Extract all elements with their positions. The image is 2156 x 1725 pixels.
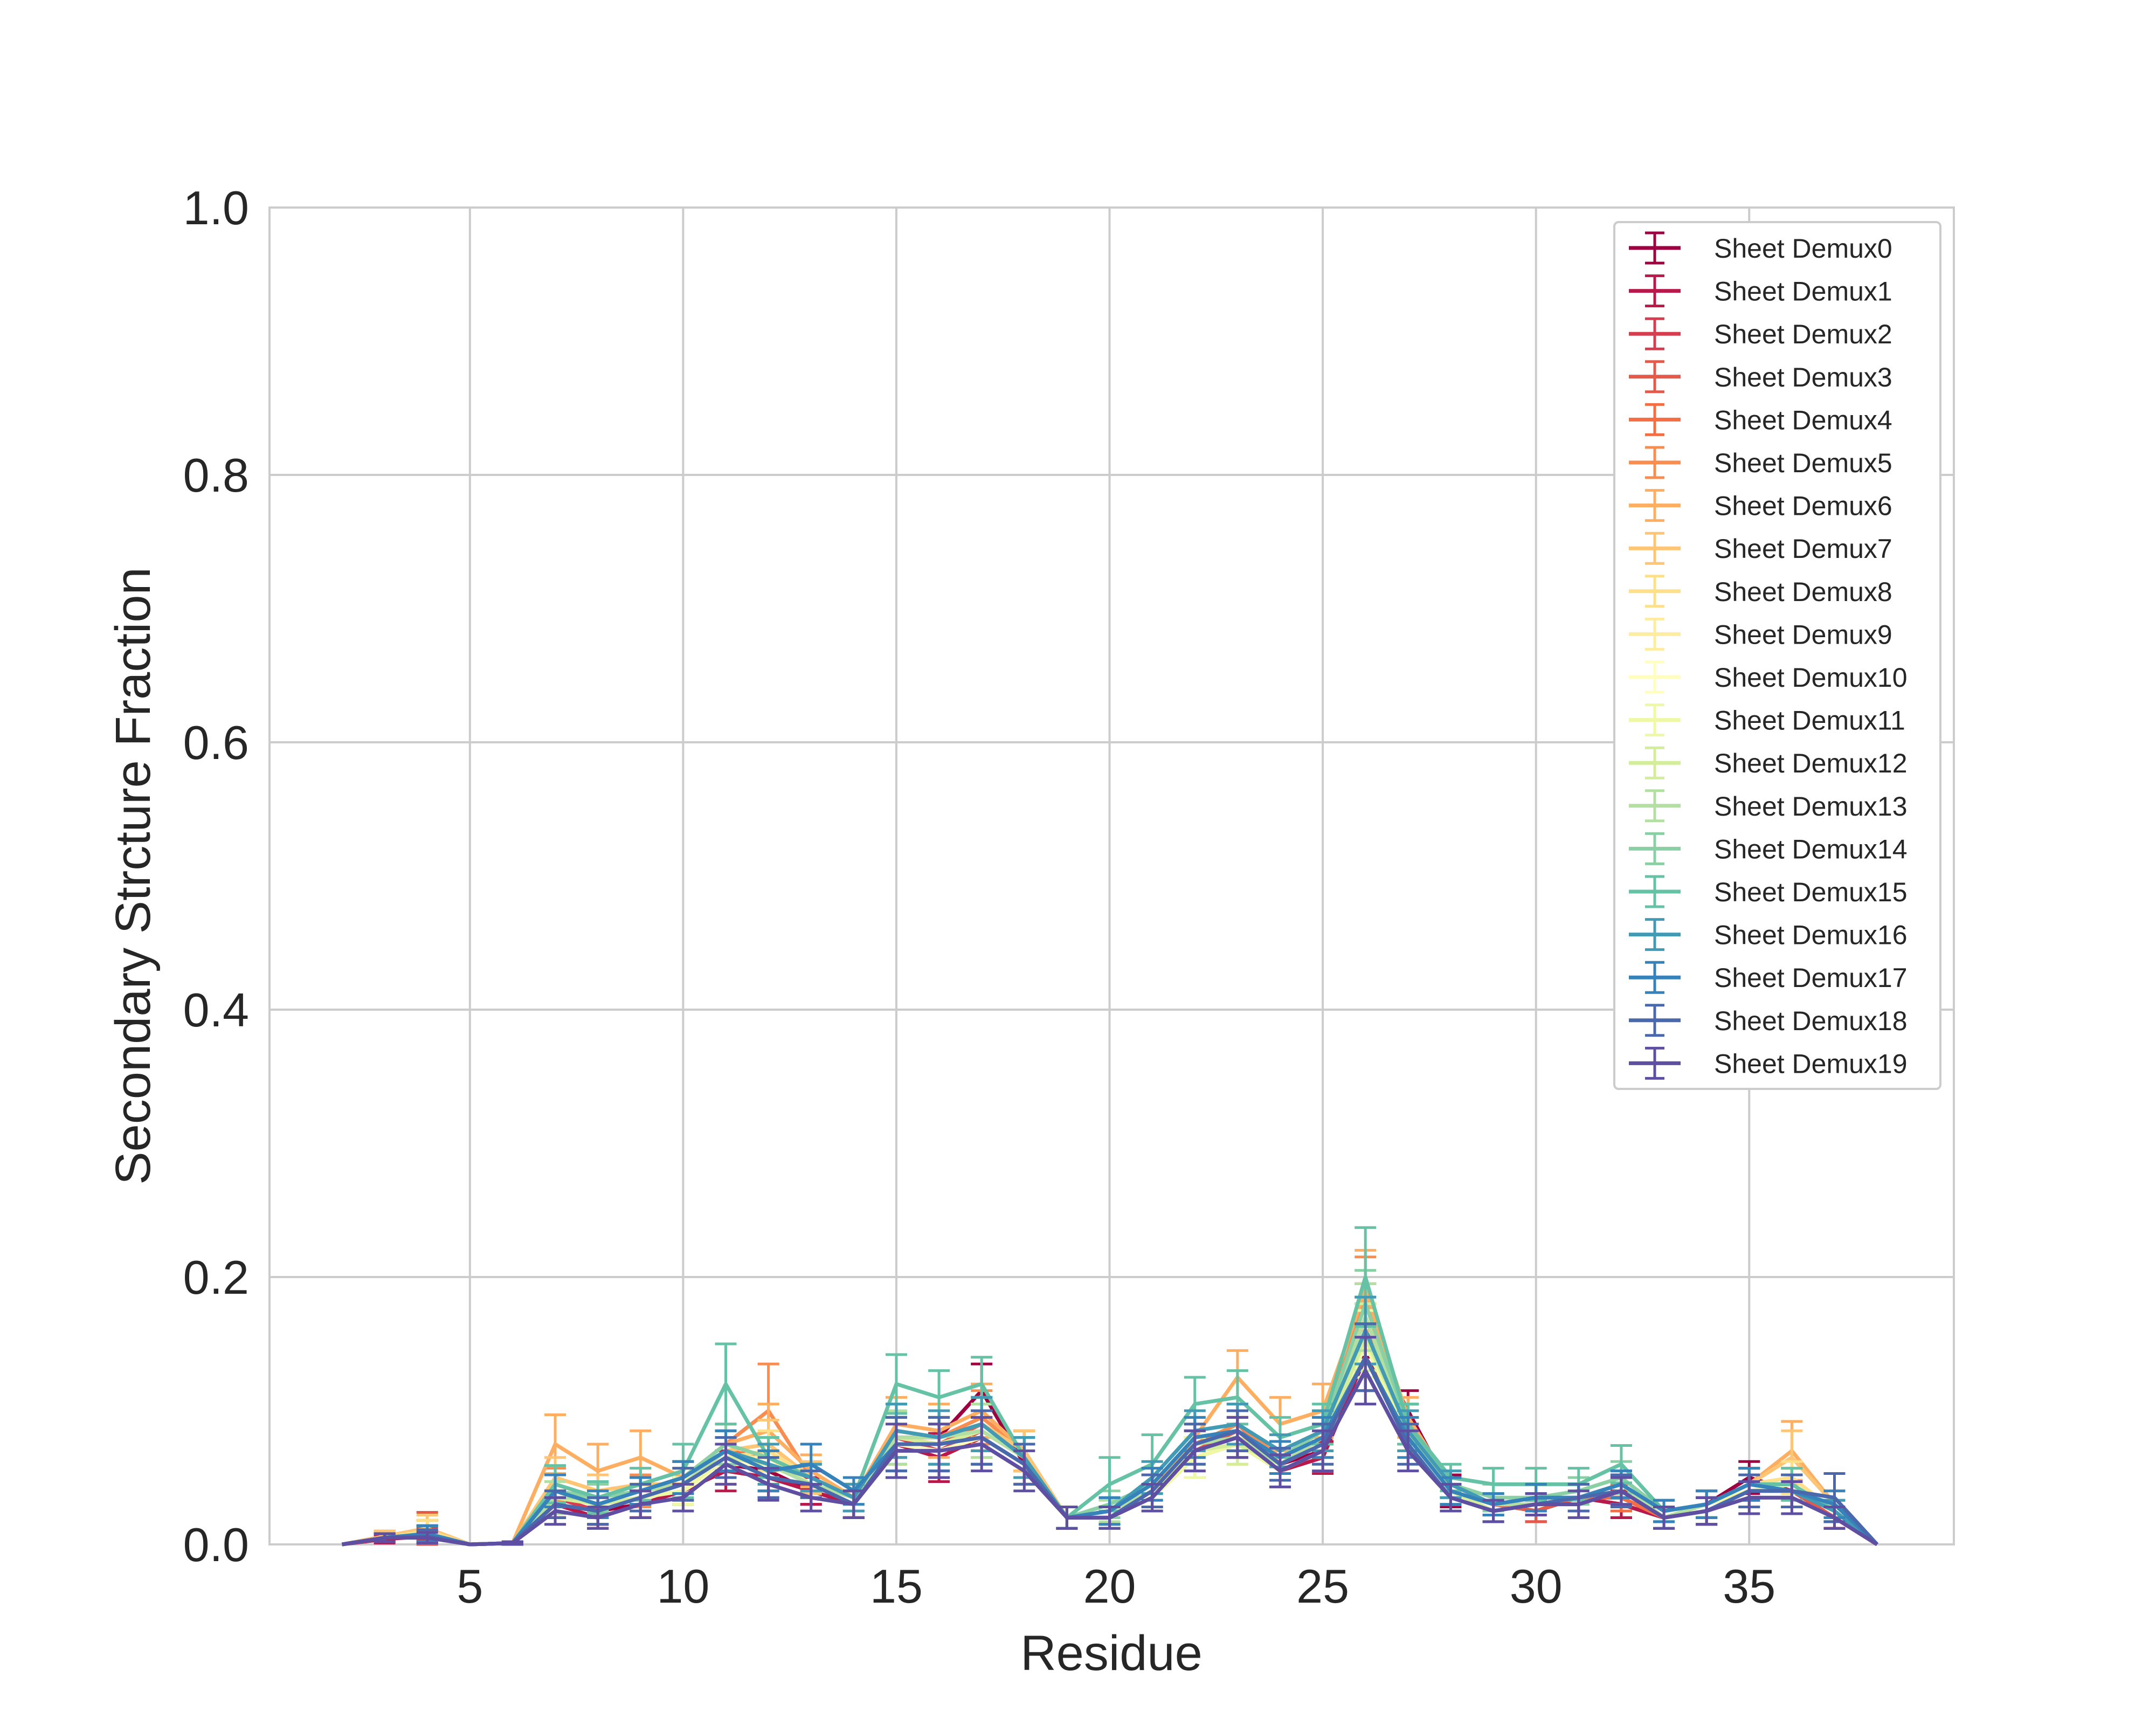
legend-label: Sheet Demux9 <box>1714 619 1892 650</box>
tick-layer: 5 10 15 20 25 30 35 0.0 0.2 0.4 0.6 0.8 1.0 <box>183 181 1776 1613</box>
x-axis-label: Residue <box>1020 1626 1203 1681</box>
x-tick-label: 25 <box>1296 1560 1349 1613</box>
x-tick-label: 15 <box>870 1560 923 1613</box>
legend-item: Sheet Demux14 <box>1629 832 1908 865</box>
legend-label: Sheet Demux10 <box>1714 663 1908 693</box>
legend-label: Sheet Demux3 <box>1714 362 1892 392</box>
y-axis-label: Secondary Strcture Fraction <box>106 567 161 1184</box>
legend-item: Sheet Demux7 <box>1629 532 1892 565</box>
legend-item: Sheet Demux15 <box>1629 875 1908 908</box>
series-line <box>341 1369 1878 1547</box>
series-layer <box>341 1226 1879 1547</box>
legend-label: Sheet Demux19 <box>1714 1048 1908 1079</box>
y-tick-label: 0.2 <box>183 1251 249 1304</box>
legend-item: Sheet Demux18 <box>1629 1004 1908 1037</box>
legend-item: Sheet Demux19 <box>1629 1046 1908 1080</box>
legend-label: Sheet Demux13 <box>1714 791 1908 822</box>
legend-label: Sheet Demux7 <box>1714 534 1892 564</box>
plot-frame <box>268 206 1955 1545</box>
x-tick-label: 30 <box>1510 1560 1563 1613</box>
legend-item: Sheet Demux16 <box>1629 918 1908 951</box>
legend-item: Sheet Demux2 <box>1629 317 1892 350</box>
legend-item: Sheet Demux0 <box>1629 231 1892 265</box>
legend-item: Sheet Demux8 <box>1629 575 1892 608</box>
legend-item: Sheet Demux9 <box>1629 617 1892 651</box>
legend-item: Sheet Demux1 <box>1629 274 1892 308</box>
x-tick-label: 10 <box>657 1560 709 1613</box>
legend-label: Sheet Demux1 <box>1714 277 1892 307</box>
legend-label: Sheet Demux6 <box>1714 491 1892 521</box>
legend-item: Sheet Demux4 <box>1629 403 1892 436</box>
legend-label: Sheet Demux18 <box>1714 1006 1908 1036</box>
legend-label: Sheet Demux8 <box>1714 577 1892 607</box>
legend-label: Sheet Demux4 <box>1714 405 1892 435</box>
legend-label: Sheet Demux15 <box>1714 877 1908 907</box>
y-tick-label: 0.6 <box>183 716 249 769</box>
legend-item: Sheet Demux5 <box>1629 446 1892 479</box>
legend-item: Sheet Demux13 <box>1629 789 1908 823</box>
legend-item: Sheet Demux10 <box>1629 660 1908 694</box>
legend-label: Sheet Demux14 <box>1714 834 1908 864</box>
y-tick-label: 1.0 <box>183 181 249 234</box>
legend-label: Sheet Demux5 <box>1714 448 1892 478</box>
y-tick-label: 0.8 <box>183 448 249 502</box>
x-tick-label: 20 <box>1083 1560 1136 1613</box>
x-tick-label: 35 <box>1723 1560 1775 1613</box>
legend-frame <box>1613 221 1941 1090</box>
legend-entries: Sheet Demux0 Sheet Demux1 Sheet Demux2 Shee… <box>1629 231 1908 1080</box>
legend-label: Sheet Demux12 <box>1714 748 1908 778</box>
legend-item: Sheet Demux3 <box>1629 360 1892 394</box>
legend: Sheet Demux0 Sheet Demux1 Sheet Demux2 Shee… <box>1613 221 1941 1090</box>
legend-label: Sheet Demux0 <box>1714 233 1892 264</box>
y-tick-label: 0.0 <box>183 1518 249 1571</box>
x-tick-label: 5 <box>457 1560 483 1613</box>
legend-label: Sheet Demux16 <box>1714 920 1908 950</box>
series-19 <box>341 1336 1878 1547</box>
legend-item: Sheet Demux17 <box>1629 961 1908 994</box>
legend-label: Sheet Demux2 <box>1714 319 1892 349</box>
legend-item: Sheet Demux6 <box>1629 489 1892 522</box>
legend-label: Sheet Demux11 <box>1714 706 1905 736</box>
legend-item: Sheet Demux12 <box>1629 746 1908 779</box>
y-tick-label: 0.4 <box>183 983 249 1037</box>
legend-item: Sheet Demux11 <box>1629 703 1905 737</box>
legend-label: Sheet Demux17 <box>1714 963 1908 993</box>
